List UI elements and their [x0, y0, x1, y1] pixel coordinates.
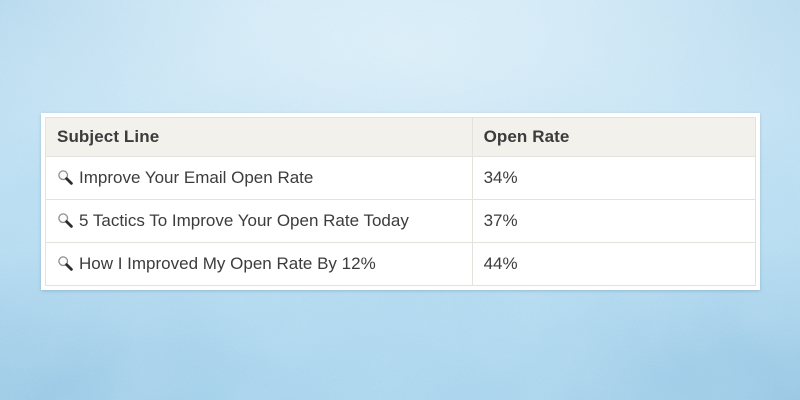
subject-text: Improve Your Email Open Rate [79, 168, 314, 187]
magnifying-glass-icon [57, 212, 74, 229]
open-rate-cell: 44% [471, 242, 757, 286]
column-header-open-rate: Open Rate [471, 117, 757, 157]
magnifying-glass-icon [57, 169, 74, 186]
open-rate-cell: 34% [471, 156, 757, 200]
table-row: 5 Tactics To Improve Your Open Rate Toda… [45, 199, 757, 243]
subject-text: How I Improved My Open Rate By 12% [79, 254, 376, 273]
table-row: How I Improved My Open Rate By 12% 44% [45, 242, 757, 286]
subject-cell: 5 Tactics To Improve Your Open Rate Toda… [45, 199, 473, 243]
table-row: Improve Your Email Open Rate 34% [45, 156, 757, 200]
subject-text: 5 Tactics To Improve Your Open Rate Toda… [79, 211, 409, 230]
magnifying-glass-icon [57, 255, 74, 272]
open-rate-table-card: Subject Line Open Rate Improve Your Emai… [41, 113, 760, 290]
header-row: Subject Line Open Rate [45, 117, 757, 157]
column-header-subject-line: Subject Line [45, 117, 473, 157]
subject-cell: How I Improved My Open Rate By 12% [45, 242, 473, 286]
open-rate-cell: 37% [471, 199, 757, 243]
subject-cell: Improve Your Email Open Rate [45, 156, 473, 200]
open-rate-table: Subject Line Open Rate Improve Your Emai… [45, 117, 757, 286]
